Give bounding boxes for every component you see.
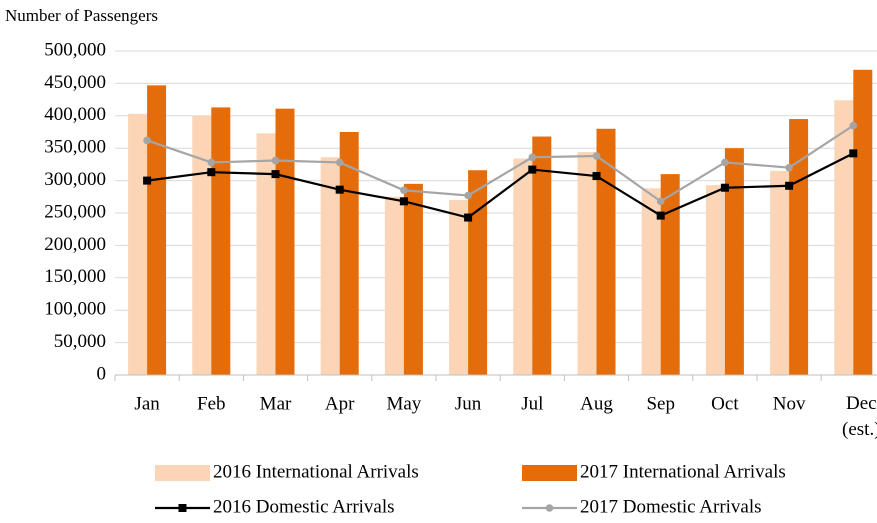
marker: [785, 181, 794, 190]
y-tick-label: 250,000: [44, 201, 106, 222]
marker: [143, 136, 151, 145]
marker: [207, 168, 216, 177]
bar: [532, 136, 552, 375]
x-tick-label: Nov: [773, 393, 806, 414]
legend-swatch: [155, 465, 210, 481]
marker: [656, 211, 665, 220]
bar: [834, 100, 854, 376]
legend-swatch: [522, 465, 577, 481]
bar: [403, 183, 423, 375]
legend-marker: [178, 504, 187, 512]
bar: [724, 148, 744, 375]
marker: [785, 163, 793, 172]
y-tick-label: 0: [97, 363, 107, 384]
marker: [528, 153, 537, 162]
x-tick-label: Jul: [521, 393, 543, 414]
line: [146, 124, 854, 203]
marker: [271, 170, 280, 179]
y-tick-label: 500,000: [44, 39, 106, 60]
marker: [464, 191, 472, 200]
marker: [849, 121, 858, 130]
marker: [399, 197, 408, 206]
y-tick-label: 350,000: [44, 137, 106, 158]
bar: [596, 128, 616, 375]
bar: [770, 170, 790, 375]
marker: [271, 156, 280, 165]
x-tick-label: Apr: [325, 393, 355, 414]
bar: [256, 133, 276, 375]
y-tick-label: 450,000: [44, 72, 106, 93]
marker: [592, 152, 601, 160]
y-tick-label: 50,000: [54, 331, 106, 352]
marker: [656, 197, 665, 206]
marker: [207, 158, 216, 167]
y-tick-label: 100,000: [44, 299, 106, 320]
legend-label: 2016 Domestic Arrivals: [213, 496, 395, 517]
x-tick-label: Dec (est.): [842, 393, 877, 440]
bar: [128, 113, 148, 375]
x-tick-label: Jun: [455, 393, 482, 414]
x-tick-label: May: [386, 393, 421, 414]
bar: [275, 108, 295, 375]
marker: [464, 213, 473, 222]
marker: [592, 172, 601, 181]
marker: [849, 149, 858, 158]
bar: [660, 174, 680, 375]
bar: [211, 107, 231, 375]
bar: [147, 85, 167, 376]
x-tick-label: Mar: [260, 393, 292, 414]
marker: [528, 165, 537, 174]
line: [146, 152, 854, 219]
legend-label: 2017 Domestic Arrivals: [580, 496, 762, 517]
bar: [384, 196, 404, 375]
y-tick-label: 400,000: [44, 104, 106, 125]
marker: [143, 176, 152, 185]
x-tick-label: Jan: [134, 393, 160, 414]
bar: [449, 200, 469, 375]
marker: [720, 183, 729, 192]
bar: [641, 188, 661, 375]
x-tick-label: Oct: [711, 393, 739, 414]
bar: [192, 115, 212, 376]
legend-label: 2016 International Arrivals: [213, 461, 419, 482]
y-axis-label: Number of Passengers: [5, 6, 158, 25]
marker: [721, 158, 729, 167]
bar: [577, 152, 597, 375]
legend-marker: [545, 504, 554, 512]
bar: [468, 170, 488, 375]
x-tick-label: Aug: [580, 393, 613, 414]
y-tick-label: 150,000: [44, 266, 106, 287]
bar: [853, 69, 873, 376]
marker: [400, 186, 408, 195]
x-tick-label: Sep: [646, 393, 675, 414]
y-tick-label: 200,000: [44, 234, 106, 255]
marker: [335, 185, 344, 194]
y-tick-label: 300,000: [44, 169, 106, 190]
legend-label: 2017 International Arrivals: [580, 461, 786, 482]
bar: [320, 157, 340, 375]
bar: [705, 185, 725, 375]
x-tick-label: Feb: [197, 393, 226, 414]
bar: [513, 158, 533, 375]
marker: [335, 158, 344, 167]
